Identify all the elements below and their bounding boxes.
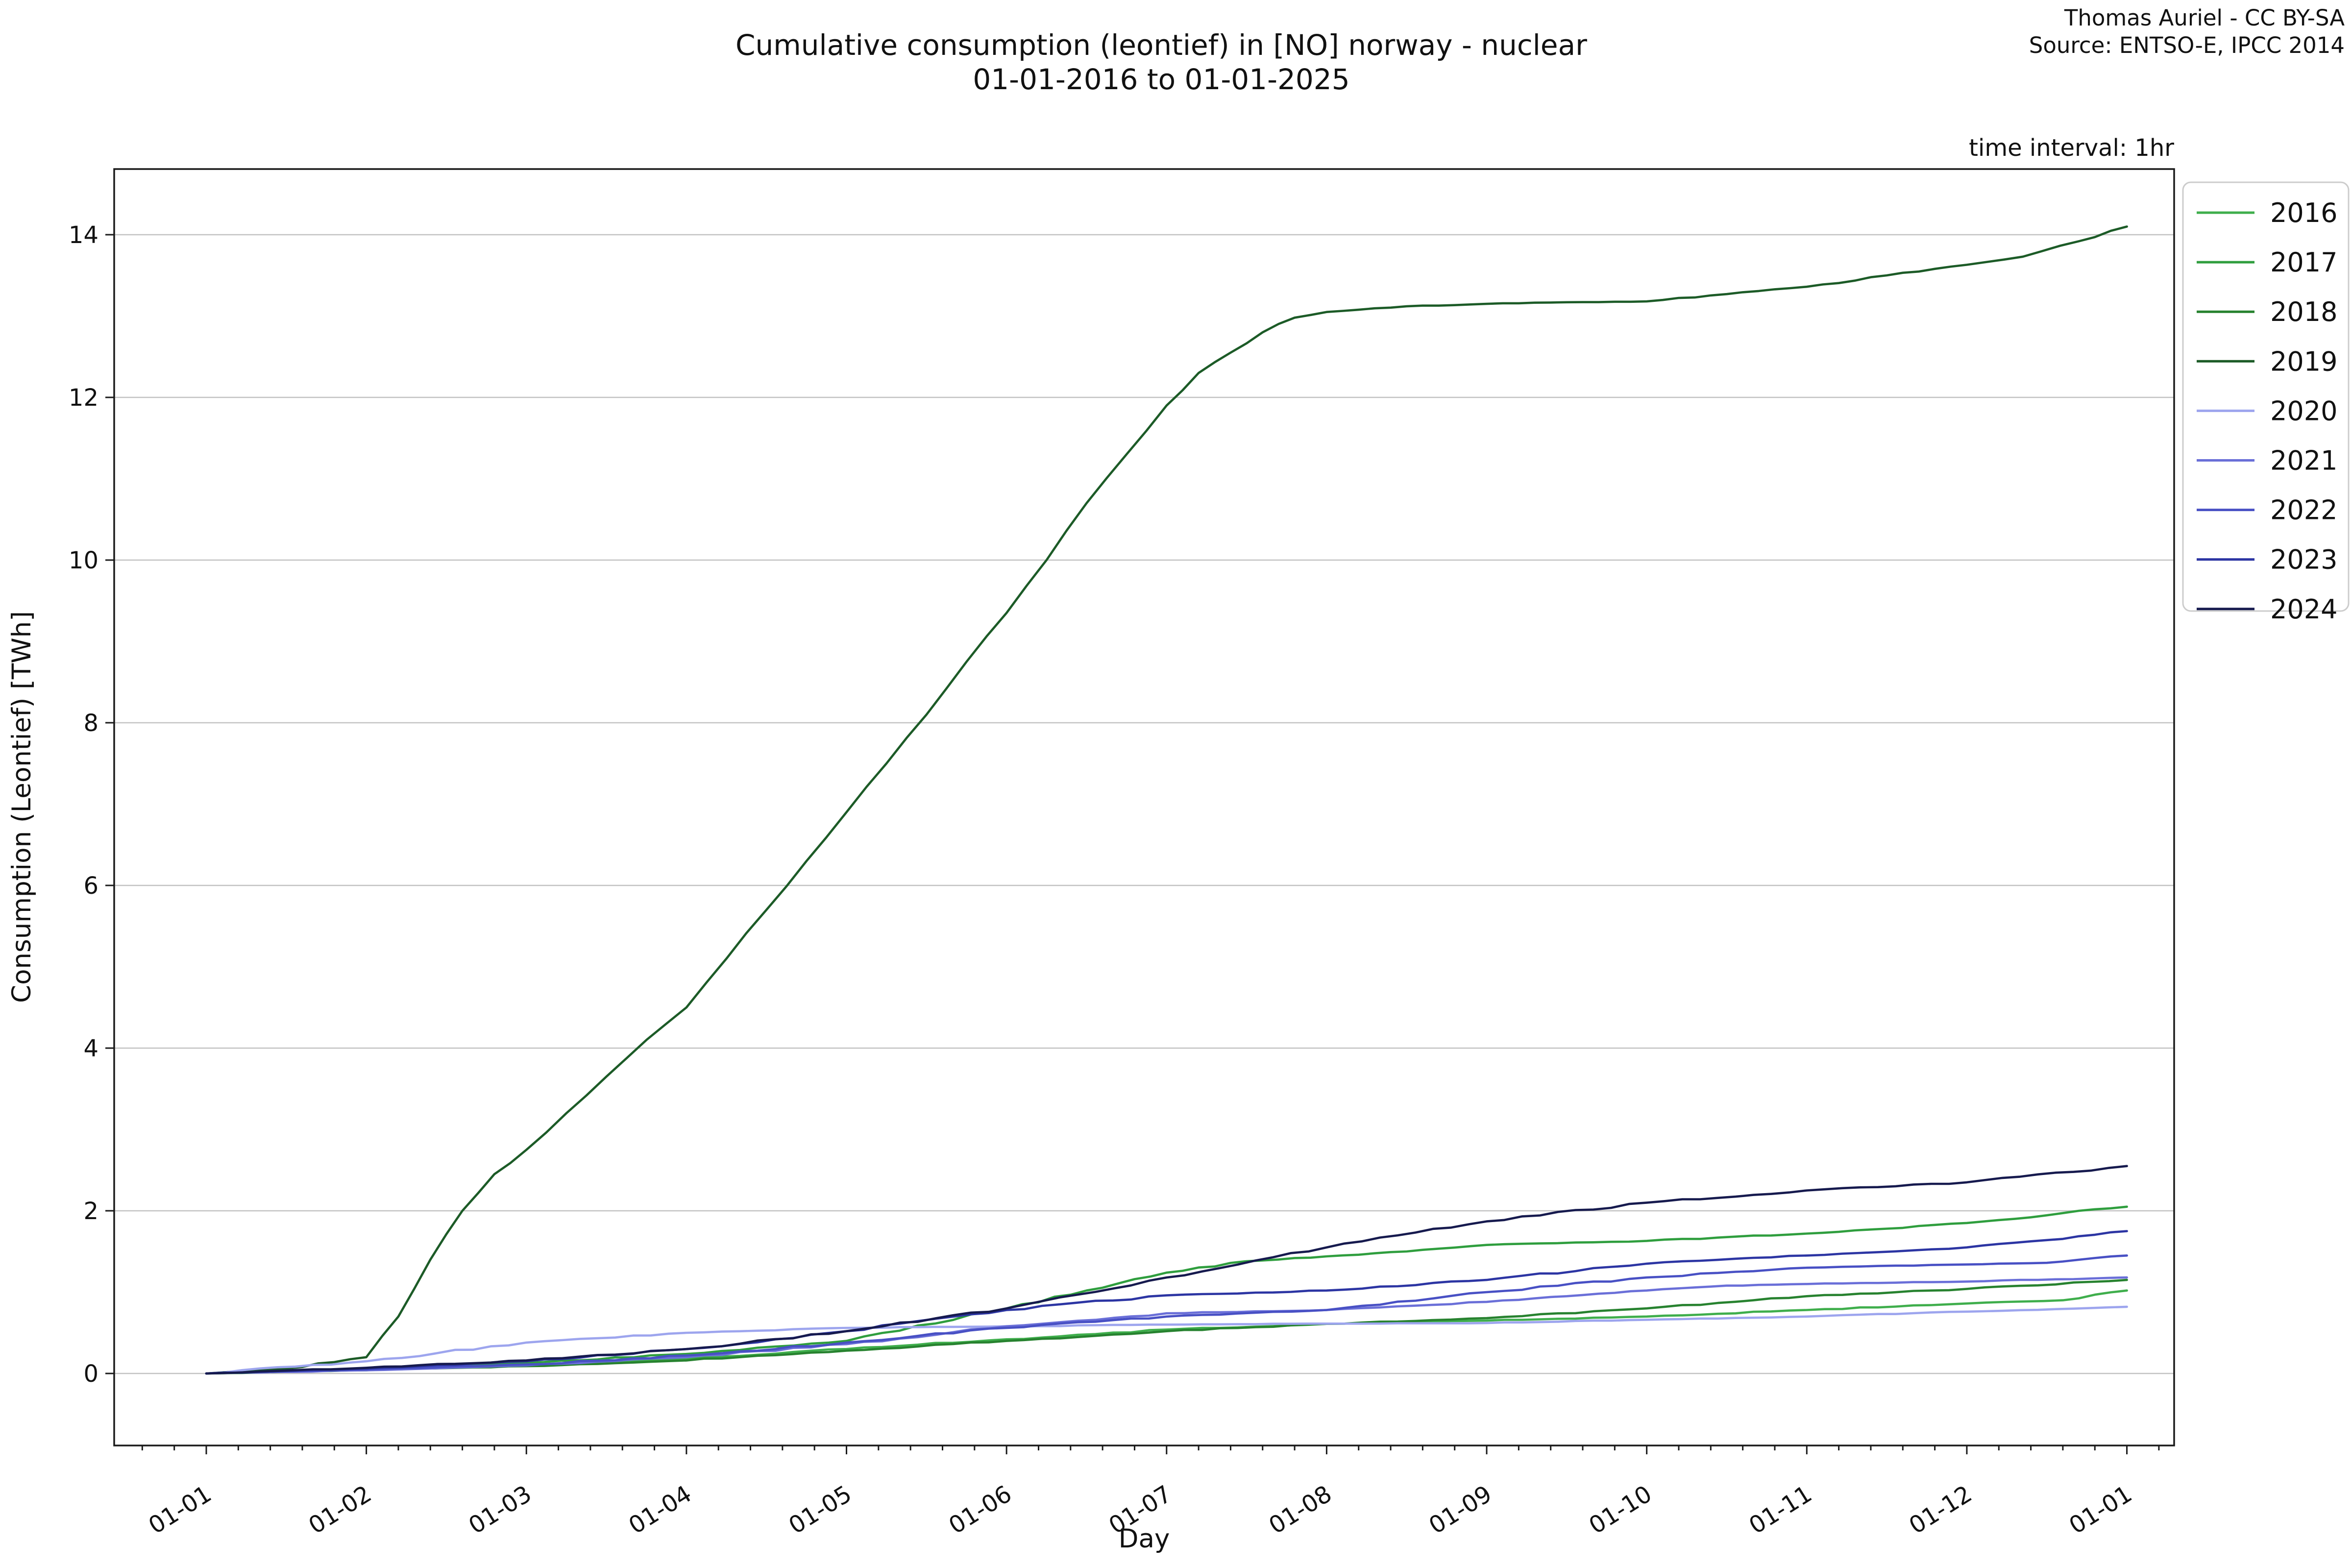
y-tick-label-14: 14 xyxy=(69,221,98,249)
legend-item-2023: 2023 xyxy=(2197,544,2337,575)
attribution-source: Source: ENTSO-E, IPCC 2014 xyxy=(2029,32,2345,58)
time-interval-note: time interval: 1hr xyxy=(1969,134,2174,162)
series-line-2019 xyxy=(205,225,2128,1375)
x-axis-ticks xyxy=(141,1446,2160,1454)
x-tick-label-0: 01-01 xyxy=(144,1480,216,1540)
x-axis-label: Day xyxy=(1119,1524,1170,1554)
y-tick-label-0: 0 xyxy=(83,1360,98,1388)
y-tick-label-2: 2 xyxy=(83,1198,98,1225)
y-tick-label-6: 6 xyxy=(83,872,98,900)
legend-box xyxy=(2182,181,2350,612)
series-lines xyxy=(205,225,2128,1375)
x-tick-label-3: 01-04 xyxy=(624,1480,696,1540)
y-tick-label-12: 12 xyxy=(69,384,98,412)
legend-item-2016: 2016 xyxy=(2197,197,2337,228)
legend-item-2017: 2017 xyxy=(2197,247,2337,278)
y-tick-label-8: 8 xyxy=(83,710,98,737)
legend-label-2019: 2019 xyxy=(2270,346,2337,377)
chart-subtitle: 01-01-2016 to 01-01-2025 xyxy=(973,63,1349,96)
legend-item-2018: 2018 xyxy=(2197,296,2337,327)
legend-label-2016: 2016 xyxy=(2270,197,2337,228)
x-tick-label-10: 01-11 xyxy=(1744,1480,1817,1540)
x-tick-label-5: 01-06 xyxy=(944,1480,1017,1540)
x-tick-label-12: 01-01 xyxy=(2064,1480,2137,1540)
x-tick-label-8: 01-09 xyxy=(1424,1480,1496,1540)
attribution-author: Thomas Auriel - CC BY-SA xyxy=(2064,5,2345,31)
gridlines xyxy=(114,234,2174,1374)
legend-label-2022: 2022 xyxy=(2270,495,2337,526)
y-axis-tick-labels: 0 2 4 6 8 10 12 14 xyxy=(69,221,98,1388)
x-tick-label-9: 01-10 xyxy=(1584,1480,1657,1540)
legend: 2016 2017 2018 2019 2020 2021 2022 2023 2024 xyxy=(2182,181,2350,625)
y-axis-label: Consumption (Leontief) [TWh] xyxy=(7,611,37,1003)
legend-item-2024: 2024 xyxy=(2197,594,2337,625)
x-tick-label-11: 01-12 xyxy=(1904,1480,1977,1540)
legend-label-2023: 2023 xyxy=(2270,544,2337,575)
plot-area xyxy=(105,168,2175,1454)
series-line-2022 xyxy=(205,1254,2128,1375)
legend-item-2022: 2022 xyxy=(2197,495,2337,526)
x-tick-label-7: 01-08 xyxy=(1264,1480,1337,1540)
series-line-2024 xyxy=(205,1165,2128,1375)
y-axis-ticks xyxy=(105,234,114,1374)
legend-label-2017: 2017 xyxy=(2270,247,2337,278)
y-tick-label-10: 10 xyxy=(69,547,98,574)
legend-item-2019: 2019 xyxy=(2197,346,2337,377)
legend-label-2024: 2024 xyxy=(2270,594,2337,625)
legend-item-2020: 2020 xyxy=(2197,395,2337,426)
series-line-2017 xyxy=(205,1205,2128,1375)
x-tick-label-4: 01-05 xyxy=(784,1480,857,1540)
x-tick-label-1: 01-02 xyxy=(304,1480,376,1540)
x-tick-label-2: 01-03 xyxy=(464,1480,537,1540)
series-line-2020 xyxy=(205,1305,2128,1375)
plot-background xyxy=(114,169,2174,1446)
legend-label-2018: 2018 xyxy=(2270,296,2337,327)
legend-item-2021: 2021 xyxy=(2197,445,2337,476)
chart-title: Cumulative consumption (leontief) in [NO… xyxy=(735,28,1587,62)
legend-label-2020: 2020 xyxy=(2270,395,2337,426)
y-tick-label-4: 4 xyxy=(83,1035,98,1062)
legend-label-2021: 2021 xyxy=(2270,445,2337,476)
axes-spines xyxy=(113,168,2175,1446)
